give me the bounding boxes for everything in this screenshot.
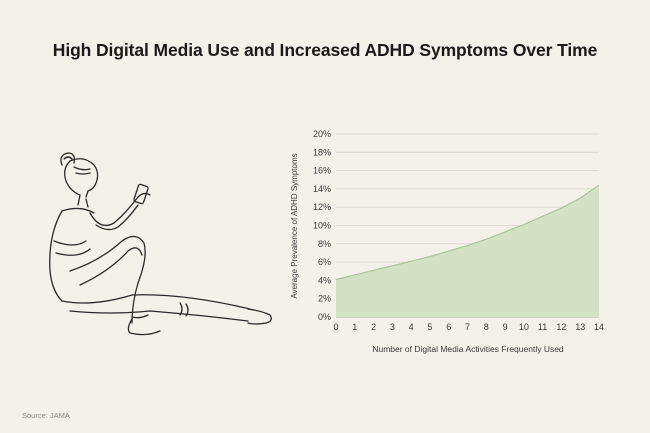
- x-tick-label: 7: [465, 322, 470, 332]
- x-tick-label: 6: [446, 322, 451, 332]
- y-axis-ticks: 0% 2% 4% 6% 8% 10% 12% 14% 16% 18% 20%: [313, 129, 331, 322]
- y-tick-label: 18%: [313, 147, 331, 157]
- y-tick-label: 12%: [313, 202, 331, 212]
- x-tick-label: 4: [409, 322, 414, 332]
- y-axis-label: Average Prevalence of ADHD Symptoms: [290, 153, 299, 298]
- chart-title: High Digital Media Use and Increased ADH…: [52, 40, 598, 60]
- x-tick-label: 11: [538, 322, 547, 332]
- x-tick-label: 14: [594, 322, 604, 332]
- x-tick-label: 9: [503, 322, 508, 332]
- x-tick-label: 0: [333, 322, 338, 332]
- x-tick-label: 10: [519, 322, 529, 332]
- x-tick-label: 5: [427, 322, 432, 332]
- area-fill: [336, 185, 599, 317]
- y-tick-label: 8%: [318, 239, 331, 249]
- y-tick-label: 14%: [313, 184, 331, 194]
- source-note: Source: JAMA: [22, 411, 70, 420]
- y-tick-label: 20%: [313, 129, 331, 139]
- x-axis-label: Number of Digital Media Activities Frequ…: [372, 344, 564, 354]
- x-tick-label: 2: [371, 322, 376, 332]
- woman-with-phone-illustration: [49, 152, 272, 336]
- x-tick-label: 8: [484, 322, 489, 332]
- y-tick-label: 6%: [318, 257, 331, 267]
- x-tick-label: 3: [390, 322, 395, 332]
- x-tick-label: 13: [575, 322, 585, 332]
- y-tick-label: 2%: [318, 294, 331, 304]
- y-tick-label: 4%: [318, 275, 331, 285]
- y-tick-label: 16%: [313, 166, 331, 176]
- x-tick-label: 12: [556, 322, 566, 332]
- y-tick-label: 10%: [313, 221, 331, 231]
- x-axis-ticks: 0 1 2 3 4 5 6 7 8 9 10 11 12 13 14: [333, 322, 604, 332]
- y-tick-label: 0%: [318, 312, 331, 322]
- x-tick-label: 1: [352, 322, 357, 332]
- series-line: [335, 184, 600, 281]
